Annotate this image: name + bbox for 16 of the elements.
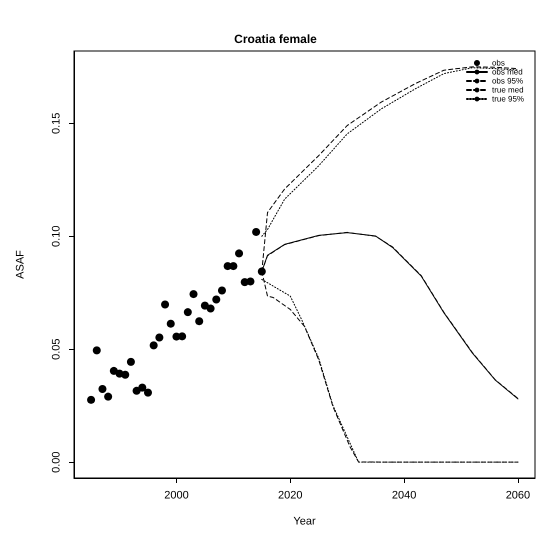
x-tick-label: 2000 xyxy=(164,490,189,502)
y-axis-title: ASAF xyxy=(14,250,26,279)
chart-title: Croatia female xyxy=(234,32,318,46)
legend-label: true 95% xyxy=(492,94,524,104)
x-tick-label: 2020 xyxy=(278,490,303,502)
y-tick-label: 0.10 xyxy=(50,226,62,247)
x-axis-title: Year xyxy=(293,516,316,528)
y-tick-label: 0.05 xyxy=(50,338,62,360)
x-tick-label: 2060 xyxy=(506,490,530,502)
legend-label: obs 95% xyxy=(492,76,524,86)
legend-label: obs xyxy=(492,58,505,68)
y-tick-label: 0.00 xyxy=(50,451,62,473)
legend-label: true med xyxy=(492,86,524,94)
legend-label: obs med xyxy=(492,68,523,76)
x-tick-label: 2040 xyxy=(392,490,416,502)
y-tick-label: 0.15 xyxy=(50,112,62,134)
